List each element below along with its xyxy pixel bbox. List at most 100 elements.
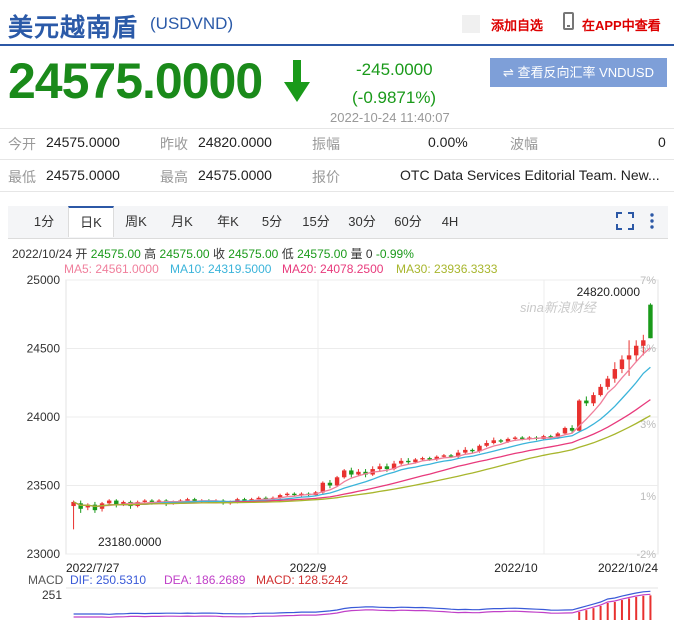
kline-chart[interactable]: 25000245002400023500230007%5%3%1%-2%sina… [0,268,674,630]
amplitude-value: 0.00% [428,134,468,150]
candle-body [641,340,646,346]
divider [0,191,674,192]
candle-body [327,482,333,486]
candle-body [292,493,297,496]
candle-body [406,460,411,463]
phone-icon[interactable] [563,12,574,30]
period-tabs: 1分 日K 周K 月K 年K 5分 15分 30分 60分 4H [8,206,668,239]
candle-body [562,427,568,434]
candle-body [527,437,532,439]
candle-body [277,495,283,498]
macd-axis-top: 251 [42,588,62,602]
ma10-line [73,366,651,508]
ohlc-open-label: 开 [75,247,88,261]
tab-5min[interactable]: 5分 [261,214,283,229]
low-value: 24575.0000 [46,167,120,183]
macd-dea-legend: DEA: 186.2689 [164,573,246,587]
candle-body [441,455,447,457]
x-tick-label: 2022/10 [494,561,538,575]
tab-daily-k[interactable]: 日K [68,206,114,237]
ma30-legend: MA30: 23936.3333 [396,262,498,276]
tab-15min[interactable]: 15分 [302,214,330,229]
candle-body [498,440,504,442]
candle-body [142,500,147,502]
candle-body [491,440,496,444]
ohlc-close: 24575.00 [228,247,279,261]
candle-body [149,500,155,502]
candle-body [413,459,418,463]
candle-body [505,438,511,442]
candle-body [128,501,133,507]
max-price-label: 24820.0000 [577,285,641,299]
prev-close-value: 24820.0000 [198,134,272,150]
tab-weekly-k[interactable]: 周K [125,214,147,229]
candle-body [427,458,432,460]
amplitude-label: 振幅 [312,136,340,152]
macd-label: MACD [28,573,64,587]
candle-body [85,504,91,508]
macd-dea-line [73,593,651,618]
view-in-app-link[interactable]: 在APP中查看 [582,18,661,33]
tab-yearly-k[interactable]: 年K [217,214,239,229]
y-tick-label: 23500 [27,479,61,493]
candle-body [341,470,347,478]
more-icon[interactable] [646,212,658,230]
right-tick-label: 3% [640,419,656,431]
x-tick-label: 2022/9 [290,561,327,575]
macd-dif-line [73,590,651,615]
candle-body [114,500,119,505]
candle-body [391,463,397,470]
tab-1min[interactable]: 1分 [33,214,55,229]
candle-body [470,449,475,452]
candle-body [192,499,197,502]
ohlc-close-label: 收 [212,247,225,261]
tab-30min[interactable]: 30分 [348,214,376,229]
current-price: 24575.0000 [8,53,263,109]
add-favorite-link[interactable]: 添加自选 [491,18,544,33]
reverse-rate-button[interactable]: ⇌ 查看反向汇率 VNDUSD [490,58,667,87]
volatility-value: 0 [658,134,666,150]
candle-body [619,359,625,370]
candle-body [384,466,390,470]
ma20-legend: MA20: 24078.2500 [282,262,384,276]
right-tick-label: -2% [636,549,656,561]
candle-body [320,482,326,493]
macd-value-legend: MACD: 128.5242 [256,573,348,587]
high-value: 24575.0000 [198,167,272,183]
candle-body [242,499,247,501]
page-title: 美元越南盾 [8,14,139,42]
fullscreen-icon[interactable] [616,212,634,230]
quote-source-value: OTC Data Services Editorial Team. New... [400,167,660,183]
candle-body [398,460,404,464]
candle-body [121,501,126,505]
watermark: sina新浪财经 [520,300,598,315]
candle-body [185,499,190,501]
candle-body [455,452,461,457]
candle-body [420,458,425,460]
title-bar [0,0,674,46]
down-arrow-icon [284,60,310,102]
y-tick-label: 24000 [27,410,61,424]
candle-body [92,504,98,511]
x-tick-label: 2022/10/24 [598,561,658,575]
price-change: -245.0000 [356,60,433,79]
tab-4h[interactable]: 4H [441,214,459,229]
candle-body [626,355,632,360]
candle-body [633,345,639,356]
candle-body [605,378,610,387]
quote-timestamp: 2022-10-24 11:40:07 [330,110,450,125]
ma10-legend: MA10: 24319.5000 [170,262,272,276]
candle-body [249,499,254,501]
candle-body [349,470,354,475]
add-favorite-icon[interactable] [462,15,480,33]
tab-60min[interactable]: 60分 [394,214,422,229]
candle-body [256,497,261,500]
volatility-label: 波幅 [510,136,538,152]
ohlc-vol: 0 [365,247,373,261]
ma5-line [73,347,651,508]
candle-body [334,477,340,486]
tab-monthly-k[interactable]: 月K [171,214,193,229]
ma5-legend: MA5: 24561.0000 [64,262,159,276]
candle-body [598,386,603,396]
ohlc-low: 24575.00 [297,247,348,261]
